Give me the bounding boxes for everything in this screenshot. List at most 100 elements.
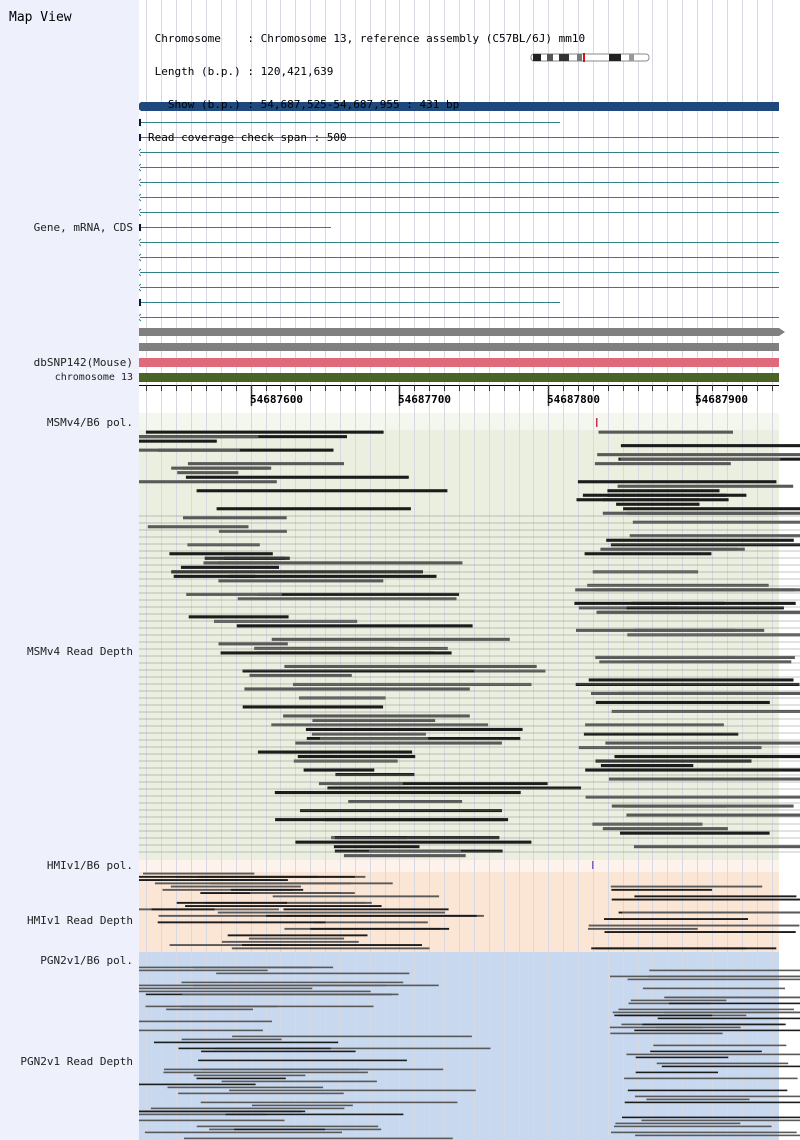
sequence-read <box>221 1080 377 1083</box>
sequence-read <box>611 888 713 891</box>
sequence-read <box>596 610 800 614</box>
sequence-read <box>274 791 521 795</box>
sequence-read <box>295 741 502 745</box>
sequence-read <box>582 493 727 497</box>
left-label-panel: Map View Gene, mRNA, CDS dbSNP142(Mouse)… <box>0 0 139 1140</box>
ideogram-band <box>533 54 541 61</box>
sequence-read <box>575 682 800 686</box>
sequence-read <box>202 1068 359 1071</box>
sequence-read <box>184 1137 453 1140</box>
sequence-read <box>610 975 800 978</box>
mrna-strand-arrow <box>139 313 142 322</box>
msmv4-pol-label: MSMv4/B6 pol. <box>46 416 133 429</box>
sequence-read <box>216 507 411 511</box>
sequence-read <box>176 901 287 904</box>
sequence-read <box>635 1095 800 1098</box>
hmiv1-depth-label: HMIv1 Read Depth <box>27 914 133 927</box>
sequence-read <box>158 448 334 452</box>
sequence-read <box>180 565 279 569</box>
chromosome-ideogram[interactable] <box>529 53 651 62</box>
chromosome-bar <box>139 373 779 382</box>
sequence-read <box>646 1098 750 1101</box>
sequence-read <box>197 879 272 881</box>
sequence-read <box>188 615 289 619</box>
sequence-read <box>587 583 769 587</box>
sequence-read <box>604 931 796 933</box>
sequence-read <box>237 597 457 601</box>
sequence-read <box>145 430 384 434</box>
sequence-read <box>139 1113 267 1116</box>
sequence-read <box>332 782 548 786</box>
sequence-read <box>154 1041 339 1044</box>
sequence-read <box>151 908 215 911</box>
sequence-read <box>577 480 777 484</box>
sequence-read <box>622 1116 800 1119</box>
sequence-read <box>167 1086 324 1089</box>
mrna-start-tick <box>139 119 141 126</box>
sequence-read <box>614 1125 772 1128</box>
hmiv1-pol-label: HMIv1/B6 pol. <box>46 859 133 872</box>
sequence-read <box>584 552 712 556</box>
sequence-read <box>284 664 537 668</box>
sequence-read <box>611 898 800 901</box>
sequence-read <box>229 1089 476 1092</box>
sequence-read <box>585 723 724 727</box>
sequence-read <box>220 651 435 655</box>
genome-track-area[interactable]: 54687600 54687700 54687800 54687900 <box>139 0 800 1140</box>
sequence-read <box>272 895 440 898</box>
sequence-read <box>242 705 384 709</box>
sequence-read <box>139 439 217 443</box>
sequence-read <box>250 892 355 894</box>
sequence-read <box>574 601 725 605</box>
sequence-read <box>232 1035 472 1038</box>
sequence-read <box>193 1074 306 1077</box>
sequence-read <box>585 795 800 799</box>
sequence-read <box>249 673 352 677</box>
sequence-read <box>182 466 272 470</box>
sequence-read <box>145 1005 374 1008</box>
show-range-info: Show (b.p.) : 54,687,525-54,687,955 : 43… <box>148 98 460 111</box>
sequence-read <box>203 561 463 565</box>
chromosome-info: Chromosome : Chromosome 13, reference as… <box>148 32 586 45</box>
sequence-read <box>196 1125 379 1128</box>
sequence-read <box>214 1047 491 1050</box>
sequence-read <box>611 709 800 713</box>
sequence-read <box>300 809 502 813</box>
sequence-read <box>608 777 800 781</box>
sequence-read <box>635 1071 718 1074</box>
chromosome-track-label: chromosome 13 <box>54 372 133 383</box>
sequence-read <box>178 1092 344 1095</box>
sequence-read <box>600 764 694 768</box>
sequence-read <box>139 1119 285 1122</box>
sequence-read <box>623 507 800 511</box>
sequence-read <box>642 1023 786 1026</box>
sequence-read <box>139 1020 272 1023</box>
sequence-read <box>154 882 351 885</box>
sequence-read <box>201 1050 356 1053</box>
sequence-read <box>157 921 326 924</box>
track-svg <box>139 0 800 1140</box>
tick-label-54687700: 54687700 <box>398 393 451 406</box>
sequence-read <box>629 534 800 538</box>
tick-label-54687800: 54687800 <box>547 393 600 406</box>
region-info: Chromosome : Chromosome 13, reference as… <box>148 11 585 154</box>
sequence-read <box>242 669 475 673</box>
sequence-read <box>620 457 781 461</box>
cds-bar <box>139 328 779 336</box>
sequence-read <box>620 444 800 448</box>
ideogram-band <box>577 54 582 61</box>
sequence-read <box>139 987 313 990</box>
sequence-read <box>624 1101 800 1104</box>
sequence-read <box>585 768 800 772</box>
sequence-read <box>597 453 800 457</box>
sequence-read <box>244 687 470 691</box>
sequence-read <box>632 520 800 524</box>
sequence-read <box>193 984 439 987</box>
sequence-read <box>614 755 800 759</box>
sequence-read <box>641 1119 800 1122</box>
hmiv1-polymorphism-marker <box>592 861 594 869</box>
ideogram-band <box>629 54 634 61</box>
mrna-start-tick <box>139 299 141 306</box>
sequence-read <box>163 1071 368 1074</box>
sequence-read <box>657 1017 800 1020</box>
